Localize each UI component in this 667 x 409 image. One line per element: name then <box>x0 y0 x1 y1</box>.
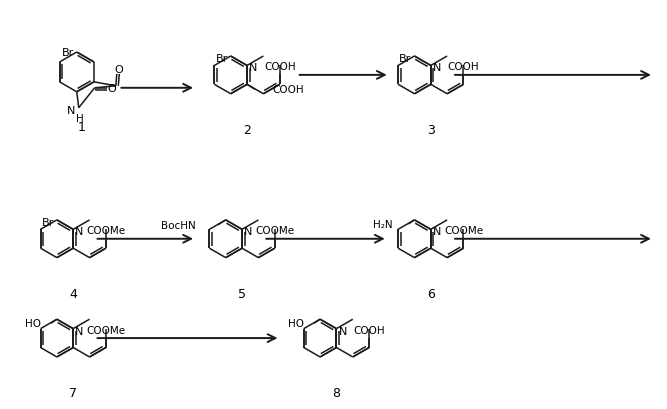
Text: O: O <box>107 83 116 94</box>
Text: 4: 4 <box>69 287 77 300</box>
Text: N: N <box>75 227 83 237</box>
Text: 5: 5 <box>238 287 246 300</box>
Text: COOMe: COOMe <box>86 226 125 236</box>
Text: COOH: COOH <box>264 62 295 72</box>
Text: COOH: COOH <box>448 62 480 72</box>
Text: Br: Br <box>215 54 227 64</box>
Text: Br: Br <box>41 217 54 227</box>
Text: COOMe: COOMe <box>255 226 294 236</box>
Text: COOMe: COOMe <box>86 325 125 335</box>
Text: 2: 2 <box>243 124 251 137</box>
Text: 3: 3 <box>427 124 435 137</box>
Text: 7: 7 <box>69 386 77 399</box>
Text: N: N <box>433 227 441 237</box>
Text: BocHN: BocHN <box>161 220 196 230</box>
Text: HO: HO <box>288 319 304 328</box>
Text: HO: HO <box>25 319 41 328</box>
Text: COOMe: COOMe <box>444 226 483 236</box>
Text: Br: Br <box>61 48 74 58</box>
Text: O: O <box>115 65 123 75</box>
Text: 6: 6 <box>427 287 435 300</box>
Text: H: H <box>76 113 83 123</box>
Text: N: N <box>338 326 347 336</box>
Text: N: N <box>249 63 257 73</box>
Text: 8: 8 <box>332 386 340 399</box>
Text: H₂N: H₂N <box>373 219 393 229</box>
Text: N: N <box>75 326 83 336</box>
Text: N: N <box>244 227 252 237</box>
Text: COOH: COOH <box>273 85 305 95</box>
Text: 1: 1 <box>78 121 85 134</box>
Text: Br: Br <box>400 54 412 64</box>
Text: N: N <box>67 106 75 115</box>
Text: COOH: COOH <box>354 325 385 335</box>
Text: N: N <box>433 63 441 73</box>
